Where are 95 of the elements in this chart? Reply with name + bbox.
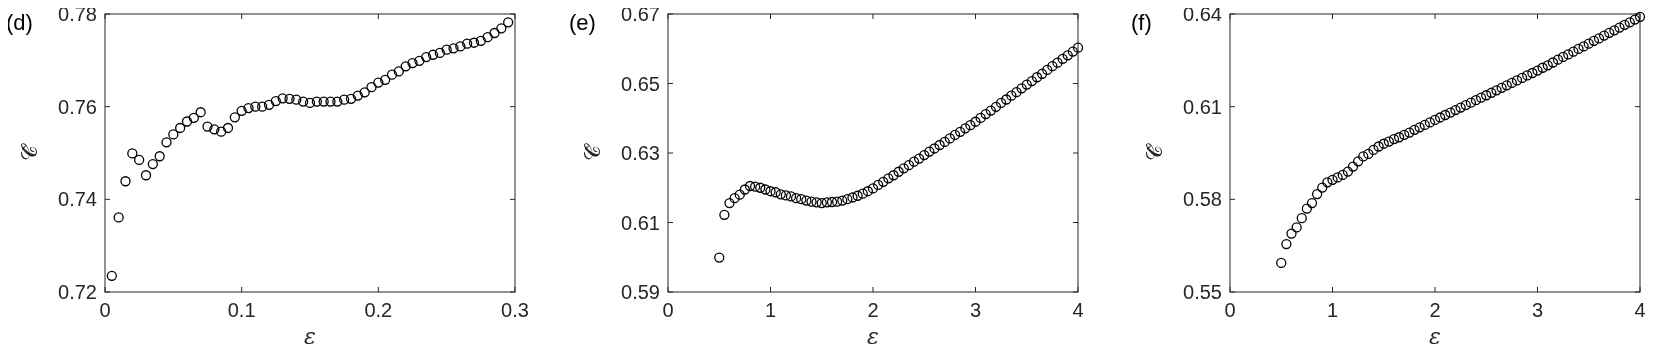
point [393,66,404,77]
y-tick-label: 0.65 [621,72,660,95]
chart-title: (f) [1131,10,1152,35]
point [209,124,220,135]
point [243,102,254,114]
point [181,116,193,127]
point [202,121,213,132]
point [407,57,418,69]
point [154,151,165,162]
y-tick-label: 0.78 [58,3,97,25]
y-tick-label: 0.64 [1183,3,1222,25]
x-tick-label: 4 [1634,299,1646,321]
point [455,41,466,52]
x-axis-title: ε [867,324,879,349]
x-axis-title: ε [304,324,316,349]
point [161,137,172,148]
point [475,35,486,47]
y-axis-title: 𝒞̂ [1142,143,1167,161]
x-tick-label: 0 [662,299,674,321]
point [257,101,268,112]
point [345,93,357,104]
x-tick-label: 3 [1531,299,1544,321]
x-tick-label: 0.3 [501,299,529,321]
x-tick-label: 0.1 [227,299,256,321]
point [489,27,500,39]
point [366,82,377,93]
point [188,112,199,123]
y-tick-label: 0.61 [621,211,660,234]
y-tick-label: 0.63 [621,142,660,164]
point [106,270,117,281]
y-tick-label: 0.72 [58,281,97,303]
point [318,96,329,107]
point [441,44,452,55]
y-axis-title: 𝒞̂ [17,143,42,161]
point [386,69,398,80]
x-tick-label: 1 [764,299,777,321]
y-tick-label: 0.67 [621,3,660,25]
point [127,148,138,159]
point [263,99,275,110]
y-tick-label: 0.55 [1183,281,1222,303]
x-tick-label: 2 [867,299,879,321]
point [304,97,316,109]
point [175,122,186,134]
x-tick-label: 1 [1326,299,1339,321]
point [434,47,445,59]
chart-title: (d) [6,10,33,35]
point [448,43,459,54]
point [284,93,295,104]
point [311,96,322,107]
point [359,87,370,98]
point [421,51,432,63]
point [147,158,158,170]
point [134,154,145,166]
point [216,126,227,137]
point [339,94,350,105]
point [325,96,336,107]
y-tick-label: 0.58 [1183,188,1222,211]
chart-title: (e) [569,10,596,35]
point [236,105,247,116]
x-tick-label: 4 [1072,299,1084,321]
point [352,90,363,101]
x-tick-label: 2 [1429,299,1441,321]
point [400,61,411,72]
point [462,38,473,49]
point [332,96,343,107]
point [120,176,131,187]
x-tick-label: 0.2 [364,299,393,321]
point [222,122,234,134]
point [468,37,480,48]
y-axis-title: 𝒞̂ [580,143,605,161]
x-tick-label: 0 [1224,299,1236,321]
x-tick-label: 3 [969,299,982,321]
point [414,55,425,66]
point [140,170,152,181]
point [503,17,514,28]
point [270,95,281,107]
x-axis-title: ε [1429,324,1441,349]
point [195,107,206,118]
point [250,101,261,112]
point [113,212,124,223]
y-tick-label: 0.76 [58,95,97,118]
point [229,112,240,123]
y-tick-label: 0.74 [58,188,97,211]
point [496,23,507,34]
point [277,93,288,104]
point [380,74,391,85]
point [298,96,309,107]
point [373,77,384,88]
point [427,49,439,60]
x-tick-label: 0 [99,299,111,321]
point [482,32,493,43]
y-tick-label: 0.61 [1183,95,1222,118]
y-tick-label: 0.59 [621,281,660,303]
point [168,129,179,140]
point [291,94,302,105]
